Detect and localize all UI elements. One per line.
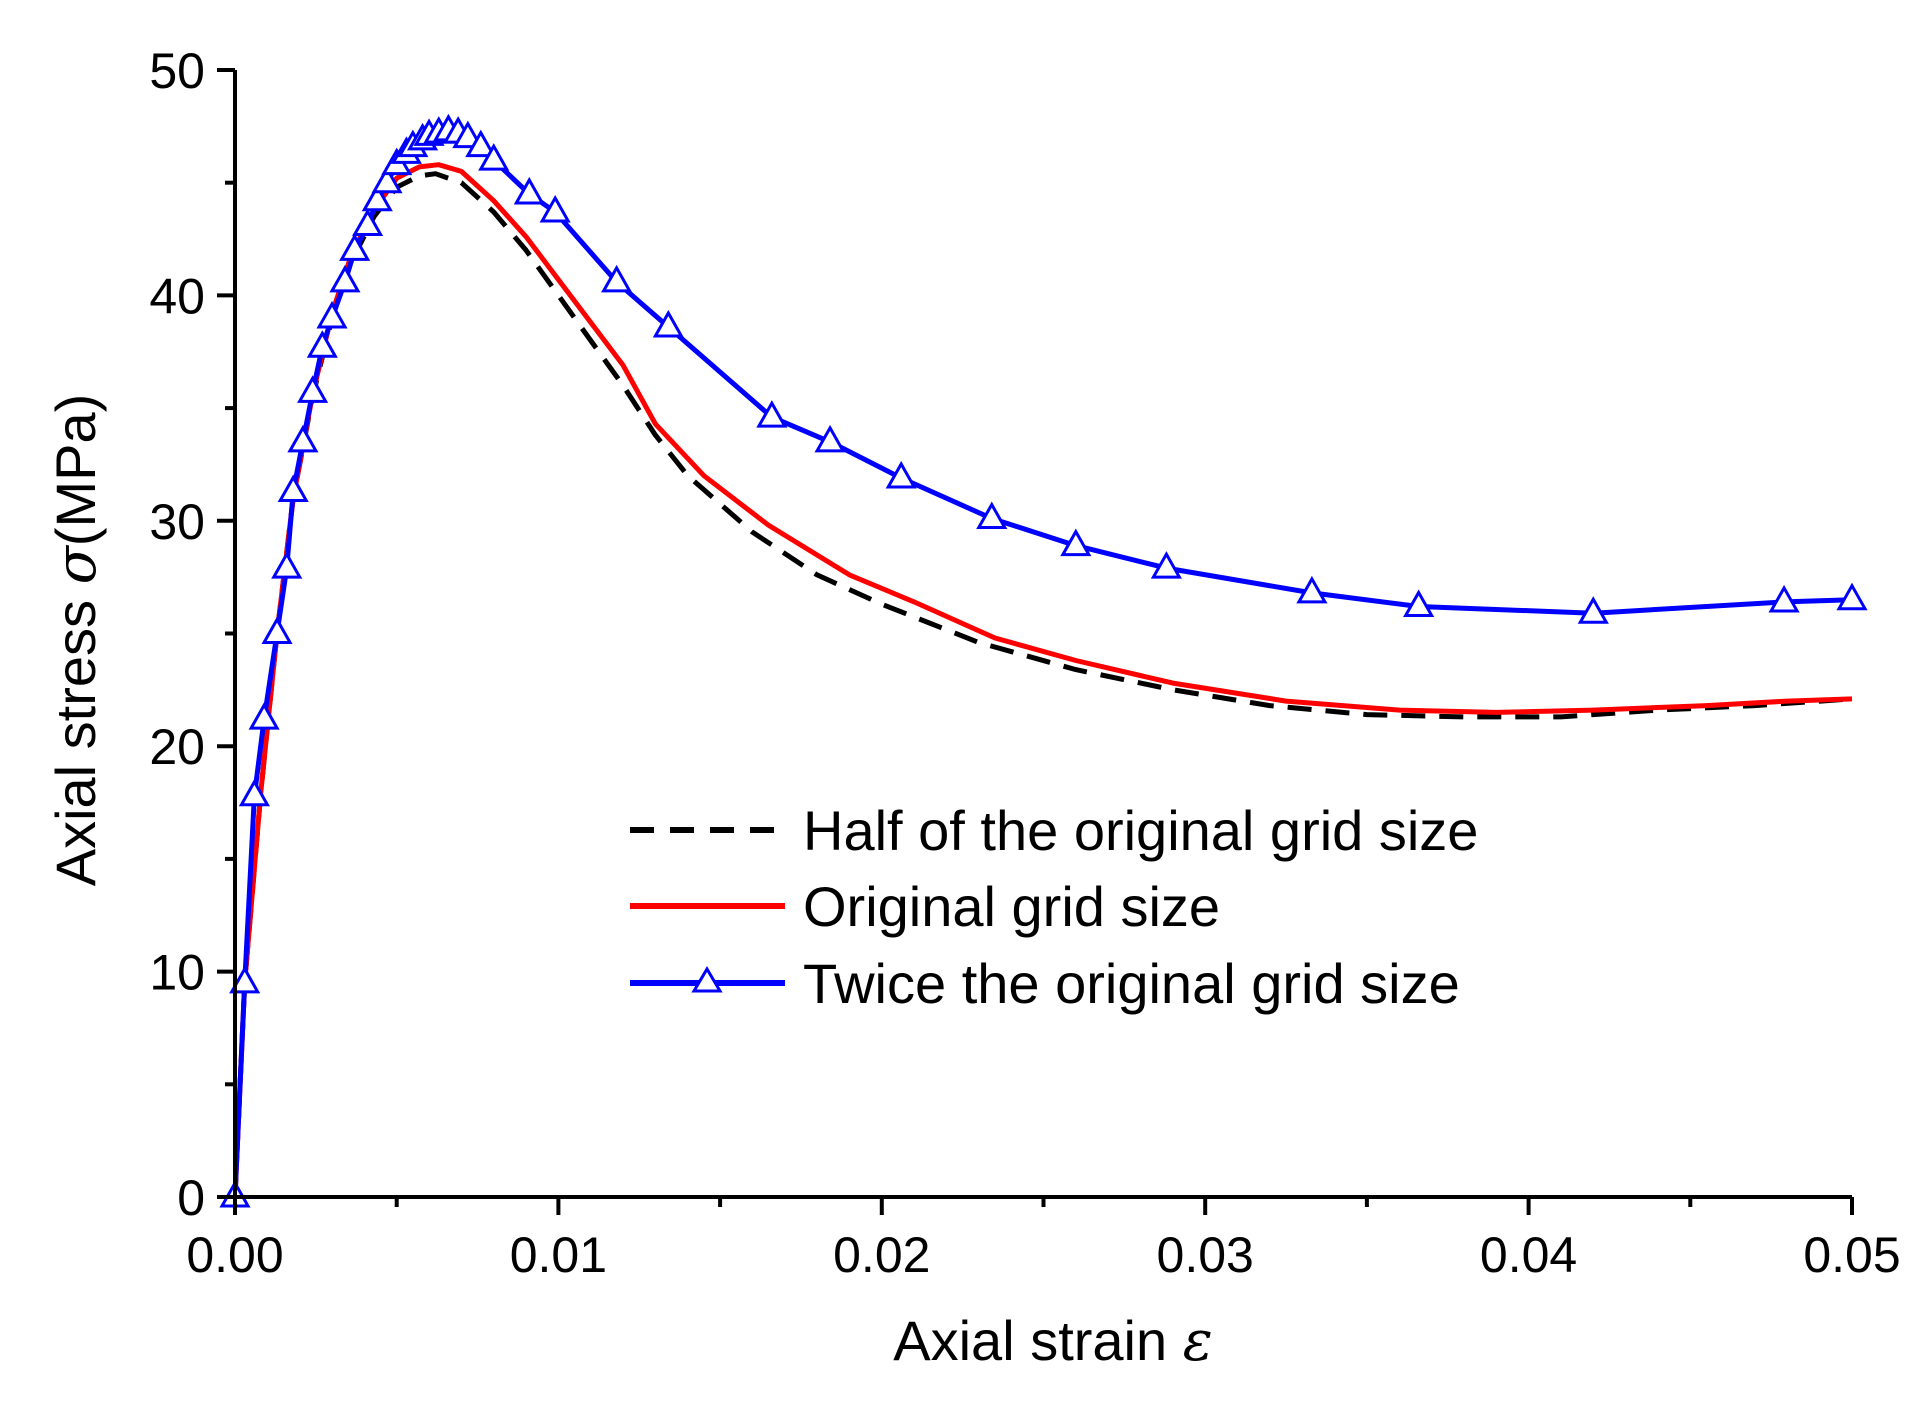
series-marker-triangle [1060,528,1092,557]
y-axis-unit: (MPa) [44,394,107,546]
series-marker-triangle [976,501,1008,530]
series-marker-triangle [306,330,338,358]
series-marker-triangle [352,208,384,237]
series-marker-triangle [539,194,571,223]
series-marker-triangle [452,120,484,149]
x-tick-label: 0.04 [1480,1227,1577,1283]
x-axis-symbol: ε [1183,1309,1213,1374]
series-2 [219,113,1868,1208]
series-marker-triangle [1768,584,1800,613]
series-line-1 [232,162,1853,1198]
series-marker-triangle [513,176,545,205]
legend-label-twice: Twice the original grid size [803,952,1460,1015]
y-axis-symbol: σ [44,544,109,584]
y-tick-label: 0 [177,1170,205,1226]
y-tick-label: 10 [149,945,205,1001]
series-marker-triangle [1403,589,1435,617]
series-marker-triangle [478,143,510,171]
x-tick-label: 0.00 [186,1227,283,1283]
x-axis-title-text: Axial strain [893,1309,1167,1372]
series-marker-triangle [329,264,361,293]
legend-label-original: Original grid size [803,875,1220,938]
series-line-2 [232,128,1853,1198]
y-tick-label: 30 [149,494,205,550]
axes-layer: 0.00 0.01 0.02 0.03 0.04 0.05 0 10 20 30 40 50 [149,43,1900,1283]
x-tick-label: 0.01 [510,1227,607,1283]
series-marker-triangle [465,129,497,158]
series-layer [219,113,1868,1208]
series-marker-triangle [229,965,261,994]
series-marker-triangle [297,375,329,403]
series-marker-triangle [756,400,788,428]
series-marker-triangle [601,264,633,293]
series-marker-triangle [248,702,280,730]
x-tick-label: 0.03 [1157,1227,1254,1283]
series-marker-triangle [1150,551,1182,579]
x-axis-title: Axial strain ε [893,1309,1213,1374]
legend-marker-twice [691,966,723,993]
series-marker-triangle [885,460,917,489]
series-marker-triangle [277,474,309,502]
series-marker-triangle [1296,575,1328,604]
y-tick-label: 40 [149,268,205,324]
x-tick-label: 0.02 [833,1227,930,1283]
y-tick-label: 20 [149,719,205,775]
y-axis-title-text: Axial stress [44,600,107,886]
y-tick-label: 50 [149,43,205,99]
series-marker-triangle [814,424,846,453]
y-axis-title: Axial stress σ(MPa) [44,394,109,887]
series-0 [232,171,1853,1198]
series-marker-triangle [1836,582,1868,611]
legend-label-half: Half of the original grid size [803,799,1478,862]
series-marker-triangle [371,165,403,194]
series-1 [232,162,1853,1198]
series-marker-triangle [652,309,684,338]
series-marker-triangle [339,233,371,261]
series-marker-triangle [1577,596,1609,624]
series-marker-triangle [361,183,393,212]
series-marker-triangle [238,778,270,807]
series-line-0 [232,171,1853,1198]
x-tick-label: 0.05 [1803,1227,1900,1283]
series-marker-triangle [316,300,348,329]
series-marker-triangle [287,424,319,453]
legend: Half of the original grid size Original … [630,799,1478,1015]
series-marker-triangle [261,616,293,644]
series-marker-triangle [271,551,303,579]
